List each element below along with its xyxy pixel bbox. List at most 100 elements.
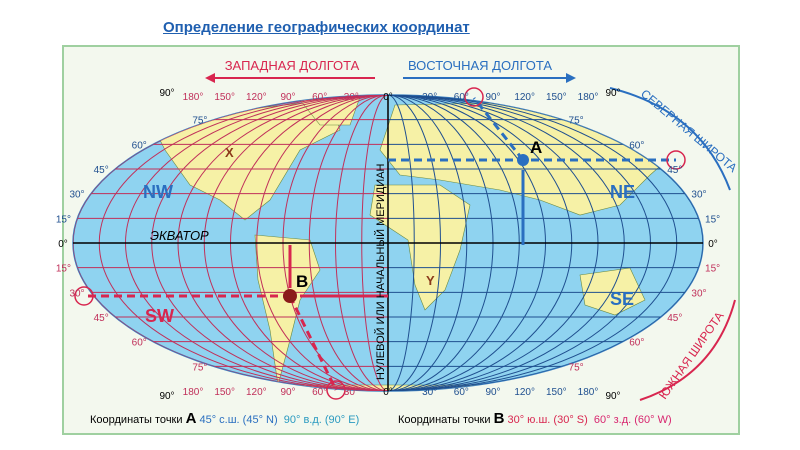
top-west-longitude-label: 180° xyxy=(183,92,204,103)
highlight-30s xyxy=(74,286,94,306)
top-west-longitude-label: 60° xyxy=(312,92,327,103)
west-meridian-line xyxy=(73,95,389,391)
top-east-longitude-label: 120° xyxy=(514,92,535,103)
australia xyxy=(579,267,646,316)
ne-label: NE xyxy=(610,182,635,202)
caption-b-prefix: Координаты точки xyxy=(398,414,491,426)
caption-b-lon: 60° з.д. (60° W) xyxy=(593,414,672,426)
caption-a-prefix: Координаты точки xyxy=(90,414,183,426)
caption-a-letter: A xyxy=(185,410,197,427)
prime-meridian-label: НУЛЕВОЙ ИЛИ НАЧАЛЬНЫЙ МЕРИДИАН xyxy=(374,163,387,380)
bottom-east-longitude-label: 60° xyxy=(454,387,469,398)
top-east-longitude-label: 150° xyxy=(546,92,567,103)
point-b-marker xyxy=(283,289,297,303)
east-south-latitude-label: 60° xyxy=(629,338,644,349)
east-meridian-line xyxy=(387,95,651,391)
bottom-zero-meridian-label: 0° xyxy=(383,387,393,398)
bottom-west-longitude-label: 90° xyxy=(280,387,295,398)
sw-label: SW xyxy=(145,306,174,326)
east-north-latitude-label: 75° xyxy=(569,116,584,127)
west-south-latitude-label: 75° xyxy=(192,362,207,373)
corner-90-label: 90° xyxy=(159,391,174,402)
highlight-60w xyxy=(326,380,346,400)
west-meridian-line xyxy=(335,95,389,391)
highlight-45n xyxy=(666,150,686,170)
bottom-west-longitude-label: 150° xyxy=(214,387,235,398)
west-north-latitude-label: 15° xyxy=(56,214,71,225)
top-west-longitude-label: 90° xyxy=(280,92,295,103)
top-west-longitude-label: 30° xyxy=(344,92,359,103)
east-meridian-line xyxy=(387,95,494,391)
west-meridian-line xyxy=(361,95,389,391)
west-north-latitude-label: 75° xyxy=(192,116,207,127)
point-a-label: A xyxy=(530,138,542,157)
top-west-longitude-label: 150° xyxy=(214,92,235,103)
west-south-latitude-label: 15° xyxy=(56,264,71,275)
west-north-latitude-label: 45° xyxy=(94,165,109,176)
east-arrowhead xyxy=(566,73,576,83)
west-longitude-label: ЗАПАДНАЯ ДОЛГОТА xyxy=(225,58,360,73)
west-south-latitude-label: 45° xyxy=(94,313,109,324)
caption-b-letter: B xyxy=(493,410,505,427)
west-meridian-line xyxy=(308,95,389,391)
corner-90-label: 90° xyxy=(605,88,620,99)
east-meridian-line xyxy=(387,95,678,391)
bottom-west-longitude-label: 180° xyxy=(183,387,204,398)
west-south-latitude-label: 60° xyxy=(132,338,147,349)
point-a-marker xyxy=(517,154,529,166)
west-zero-latitude-label: 0° xyxy=(58,239,68,250)
east-meridian-line xyxy=(387,95,573,391)
east-north-latitude-label: 30° xyxy=(691,190,706,201)
point-x-label: X xyxy=(225,145,234,160)
east-meridian-line xyxy=(387,95,468,391)
east-south-latitude-label: 30° xyxy=(691,288,706,299)
corner-90-label: 90° xyxy=(605,391,620,402)
south-arrow xyxy=(639,299,736,401)
page-title-link[interactable]: Определение географических координат xyxy=(163,19,470,36)
east-south-latitude-label: 75° xyxy=(569,362,584,373)
west-meridian-line xyxy=(203,95,389,391)
west-meridian-line xyxy=(177,95,389,391)
west-north-latitude-label: 60° xyxy=(132,140,147,151)
west-meridian-line xyxy=(151,95,389,391)
east-north-latitude-label: 60° xyxy=(629,140,644,151)
corner-90-label: 90° xyxy=(159,88,174,99)
bottom-east-longitude-label: 30° xyxy=(422,387,437,398)
bottom-east-longitude-label: 90° xyxy=(485,387,500,398)
caption-a-lon: 90° в.д. (90° E) xyxy=(283,414,360,426)
east-north-latitude-label: 45° xyxy=(667,165,682,176)
east-meridian-line xyxy=(387,95,441,391)
east-meridian-line xyxy=(387,95,625,391)
caption-point-a: Координаты точки A 45° с.ш. (45° N) 90° … xyxy=(90,410,359,427)
caption-a-lat: 45° с.ш. (45° N) xyxy=(199,414,278,426)
top-east-longitude-label: 180° xyxy=(578,92,599,103)
bottom-west-longitude-label: 120° xyxy=(246,387,267,398)
point-b-longitude-line xyxy=(288,295,338,391)
east-meridian-line xyxy=(387,95,599,391)
se-label: SE xyxy=(610,289,634,309)
point-y-label: Y xyxy=(426,273,435,288)
west-south-latitude-label: 30° xyxy=(69,288,84,299)
caption-point-b: Координаты точки B 30° ю.ш. (30° S) 60° … xyxy=(398,410,672,427)
east-meridian-line xyxy=(387,95,546,391)
grid-labels: 180° 180° 150° 150° 120° 120° 90° 90° 60° 60° 30° 3… xyxy=(56,88,720,402)
point-b-label: B xyxy=(296,272,308,291)
top-west-longitude-label: 120° xyxy=(246,92,267,103)
bottom-east-longitude-label: 150° xyxy=(546,387,567,398)
west-meridian-line xyxy=(230,95,389,391)
top-zero-meridian-label: 0° xyxy=(383,92,393,103)
west-meridian-line xyxy=(98,95,389,391)
caption-b-lat: 30° ю.ш. (30° S) xyxy=(507,414,588,426)
bottom-west-longitude-label: 60° xyxy=(312,387,327,398)
east-south-latitude-label: 15° xyxy=(705,264,720,275)
nw-label: NW xyxy=(143,182,173,202)
east-meridian-line xyxy=(387,95,520,391)
west-meridian-line xyxy=(125,95,389,391)
top-east-longitude-label: 90° xyxy=(485,92,500,103)
west-meridian-line xyxy=(256,95,389,391)
point-a-longitude-line xyxy=(472,97,525,161)
bottom-west-longitude-label: 30° xyxy=(344,387,359,398)
east-south-latitude-label: 45° xyxy=(667,313,682,324)
north-arrow xyxy=(609,87,731,191)
